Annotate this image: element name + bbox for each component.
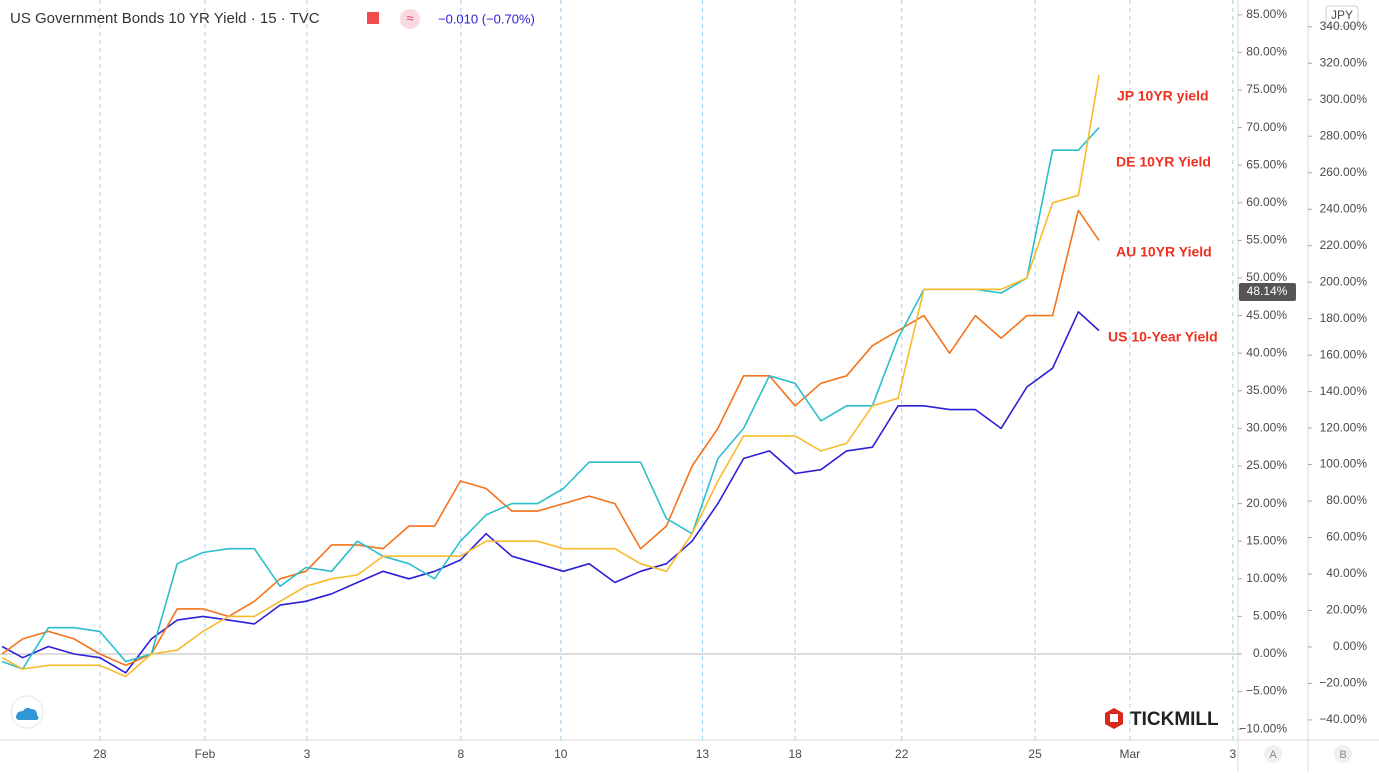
series-line (1, 127, 1100, 670)
y-tick-label: 35.00% (1246, 383, 1287, 397)
flag-icon (367, 12, 379, 24)
x-tick-label: 13 (696, 747, 710, 761)
y-tick-label: −5.00% (1246, 684, 1287, 698)
y2-tick-label: 260.00% (1320, 165, 1368, 179)
series-annotation: JP 10YR yield (1117, 88, 1209, 104)
watermark-icon-hole (1110, 714, 1118, 722)
series-line (1, 74, 1100, 678)
y-tick-label: 30.00% (1246, 421, 1287, 435)
y2-tick-label: 300.00% (1320, 92, 1368, 106)
header: US Government Bonds 10 YR Yield · 15 · T… (10, 9, 535, 29)
y2-tick-label: 140.00% (1320, 384, 1368, 398)
y-tick-label: 70.00% (1246, 120, 1287, 134)
y2-axis-label: JPY (1331, 8, 1353, 22)
y-tick-label: 15.00% (1246, 533, 1287, 547)
price-change: −0.010 (−0.70%) (438, 11, 535, 26)
y-tick-label: 80.00% (1246, 45, 1287, 59)
y2-tick-label: 220.00% (1320, 238, 1368, 252)
y-tick-label: 45.00% (1246, 308, 1287, 322)
y2-tick-label: 240.00% (1320, 201, 1368, 215)
series-line (1, 209, 1100, 667)
grid (0, 0, 1238, 740)
y2-tick-label: 200.00% (1320, 274, 1368, 288)
x-tick-label: 3 (1230, 747, 1237, 761)
x-tick-label: 28 (93, 747, 107, 761)
watermark-text: TICKMILL (1130, 709, 1219, 730)
y2-tick-label: 340.00% (1320, 19, 1368, 33)
x-tick-label: 18 (788, 747, 802, 761)
series-annotation: DE 10YR Yield (1116, 154, 1211, 170)
y2-tick-label: 100.00% (1320, 457, 1368, 471)
y-tick-label: 65.00% (1246, 157, 1287, 171)
y-tick-label: 20.00% (1246, 496, 1287, 510)
x-tick-label: Feb (195, 747, 216, 761)
x-tick-label: 10 (554, 747, 568, 761)
y-tick-label: 55.00% (1246, 233, 1287, 247)
tv-logo[interactable] (10, 695, 44, 729)
y-tick-label: 40.00% (1246, 345, 1287, 359)
current-value-box (1239, 282, 1296, 301)
y-tick-label: 85.00% (1246, 7, 1287, 21)
y2-tick-label: 160.00% (1320, 347, 1368, 361)
y-tick-label: 5.00% (1253, 609, 1287, 623)
x-tick-label: 22 (895, 747, 909, 761)
compare-icon[interactable] (400, 9, 420, 29)
watermark: TICKMILL (1105, 708, 1219, 730)
series-annotation: US 10-Year Yield (1108, 329, 1218, 345)
x-tick-label: 25 (1028, 747, 1042, 761)
logo-cloud (16, 707, 39, 720)
y2-tick-label: −20.00% (1319, 676, 1367, 690)
x-tick-label: Mar (1120, 747, 1141, 761)
y2-tick-label: 20.00% (1326, 603, 1367, 617)
currency-box[interactable] (1325, 5, 1359, 27)
plot (1, 74, 1100, 678)
x-tick-label: 3 (304, 747, 311, 761)
scale-button-label: A (1269, 749, 1277, 761)
y2-tick-label: 40.00% (1326, 566, 1367, 580)
y-tick-label: 0.00% (1253, 646, 1287, 660)
y-tick-label: 75.00% (1246, 82, 1287, 96)
compare-symbol: ≈ (406, 10, 413, 25)
y-tick-label: −10.00% (1239, 721, 1287, 735)
scale-button[interactable] (1264, 745, 1282, 763)
x-tick-label: 8 (458, 747, 465, 761)
y-tick-label: 50.00% (1246, 270, 1287, 284)
y2-tick-label: 320.00% (1320, 55, 1368, 69)
y2-tick-label: 280.00% (1320, 128, 1368, 142)
y-tick-label: 60.00% (1246, 195, 1287, 209)
scale-button[interactable] (1334, 745, 1352, 763)
y2-tick-label: 120.00% (1320, 420, 1368, 434)
series-line (1, 310, 1100, 674)
y-tick-label: 25.00% (1246, 458, 1287, 472)
y2-tick-label: 80.00% (1326, 493, 1367, 507)
y2-tick-label: 180.00% (1320, 311, 1368, 325)
scale-button-label: B (1339, 749, 1346, 761)
current-value-label: 48.14% (1247, 284, 1288, 298)
y2-tick-label: 60.00% (1326, 530, 1367, 544)
y2-tick-label: −40.00% (1319, 712, 1367, 726)
y-tick-label: 10.00% (1246, 571, 1287, 585)
chart-title: US Government Bonds 10 YR Yield · 15 · T… (10, 10, 320, 27)
series-annotation: AU 10YR Yield (1116, 244, 1212, 260)
y2-tick-label: 0.00% (1333, 639, 1367, 653)
